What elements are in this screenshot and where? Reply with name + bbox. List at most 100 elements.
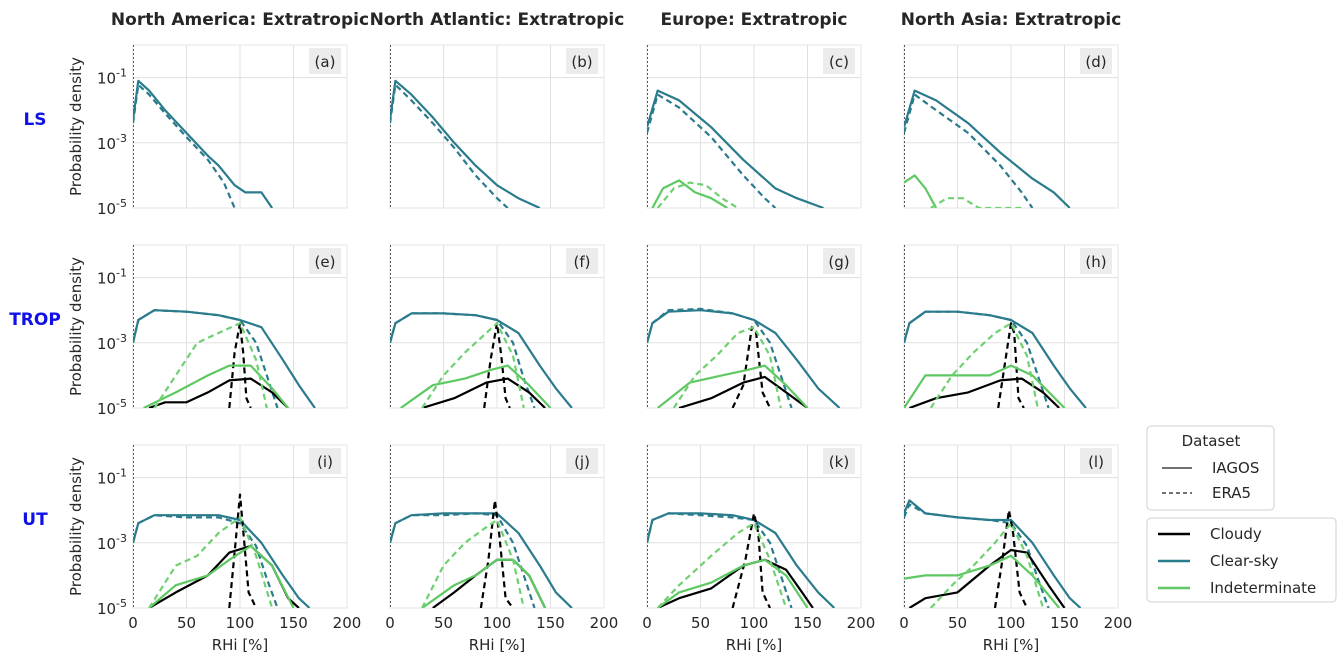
series-line-cloudy-era5 <box>228 322 252 408</box>
series-line-cloudy-era5 <box>731 512 771 608</box>
panel-tag-box <box>1080 248 1112 274</box>
series-group <box>390 312 573 408</box>
panel: (f) <box>389 244 605 409</box>
x-tick-label: 200 <box>1104 614 1133 632</box>
panel-frame <box>132 244 348 409</box>
panel-tag: (d) <box>1085 53 1106 71</box>
panel: (i) 10-1 10-3 10-5 Probability density 0 50 100… <box>67 444 362 654</box>
series-group <box>904 310 1087 408</box>
panel: (l) 0 50 100 150 200 RHi [%] <box>899 444 1133 654</box>
x-tick-label: 50 <box>434 614 453 632</box>
y-tick-label: 10-5 <box>97 397 127 418</box>
series-group <box>133 309 316 408</box>
panel: (j) 0 50 100 150 200 RHi [%] <box>385 444 618 654</box>
column-title: Europe: Extratropic <box>660 10 847 30</box>
y-tick-label: 10-3 <box>97 332 127 353</box>
panel-grid: (a) 10-1 10-3 10-5 Probability density (b) (c)… <box>67 44 1133 654</box>
legend-dataset-title: Dataset <box>1182 432 1241 450</box>
x-tick-label: 150 <box>793 614 822 632</box>
panel-tag-box <box>309 48 341 74</box>
column-title: North Atlantic: Extratropic <box>370 10 625 30</box>
series-line-indeterminate-era5 <box>929 522 1045 608</box>
panel-tag-box <box>823 448 855 474</box>
panel-tag-box <box>566 48 598 74</box>
panel-tag-box <box>823 48 855 74</box>
x-tick-label: 150 <box>1050 614 1079 632</box>
series-line-clear-sky-era5 <box>133 83 236 208</box>
series-group <box>390 79 541 208</box>
series-line-clear-sky-era5 <box>647 512 793 608</box>
series-line-cloudy-iagos <box>421 377 546 408</box>
row-labels: LS TROP UT <box>9 110 61 530</box>
series-line-indeterminate-era5 <box>930 197 1022 208</box>
panel-frame <box>132 44 348 209</box>
panel-tag-box <box>1080 48 1112 74</box>
legend-class-box <box>1146 517 1337 603</box>
panel-frame <box>646 444 862 609</box>
series-line-clear-sky-era5 <box>390 83 509 208</box>
series-line-clear-sky-era5 <box>133 514 279 608</box>
y-tick-label: 10-3 <box>97 532 127 553</box>
panel-tag: (e) <box>315 253 336 271</box>
panel-tag: (h) <box>1085 253 1106 271</box>
y-tick-label: 10-1 <box>97 67 127 88</box>
y-tick-label: 10-1 <box>97 467 127 488</box>
panel-tag-box <box>309 248 341 274</box>
series-line-indeterminate-era5 <box>148 516 274 608</box>
y-tick-label: 10-5 <box>97 597 127 618</box>
x-tick-label: 50 <box>177 614 196 632</box>
x-axis-label: RHi [%] <box>212 636 269 654</box>
column-titles: North America: Extratropic North Atlantic… <box>111 10 1121 30</box>
panel-tag-box <box>566 248 598 274</box>
series-line-indeterminate-era5 <box>153 322 268 408</box>
panel-tag: (l) <box>1088 453 1104 471</box>
panel-tag-box <box>309 448 341 474</box>
row-label: LS <box>23 110 46 130</box>
series-line-indeterminate-iagos <box>148 544 295 608</box>
panel: (k) 0 50 100 150 200 RHi [%] <box>642 444 875 654</box>
panel-tag: (j) <box>574 453 590 471</box>
series-line-clear-sky-iagos <box>904 89 1071 208</box>
legend-indeterminate-label: Indeterminate <box>1210 579 1316 597</box>
series-line-indeterminate-iagos <box>143 364 289 408</box>
series-line-indeterminate-era5 <box>421 518 525 608</box>
x-tick-label: 0 <box>642 614 652 632</box>
series-line-indeterminate-iagos <box>400 364 552 408</box>
series-line-indeterminate-era5 <box>656 522 788 608</box>
y-tick-label: 10-3 <box>97 132 127 153</box>
column-title: North Asia: Extratropic <box>901 10 1122 30</box>
series-group <box>647 89 824 208</box>
panel: (c) <box>646 44 862 209</box>
panel-frame <box>903 244 1119 409</box>
series-line-clear-sky-era5 <box>904 503 1050 608</box>
series-line-indeterminate-iagos <box>651 179 728 208</box>
x-tick-label: 100 <box>483 614 512 632</box>
legend-cloudy-label: Cloudy <box>1210 525 1262 543</box>
y-axis-label: Probability density <box>67 257 85 396</box>
x-axis-label: RHi [%] <box>726 636 783 654</box>
panel-frame <box>389 244 605 409</box>
series-group <box>647 307 841 408</box>
row-label: TROP <box>9 310 61 330</box>
panel: (e) 10-1 10-3 10-5 Probability density <box>67 244 348 418</box>
series-line-indeterminate-iagos <box>904 174 938 208</box>
series-line-cloudy-iagos <box>148 377 289 408</box>
x-axis-label: RHi [%] <box>469 636 526 654</box>
series-line-cloudy-iagos <box>678 375 809 408</box>
panel-tag-box <box>566 448 598 474</box>
x-tick-label: 200 <box>333 614 362 632</box>
y-tick-label: 10-5 <box>97 197 127 218</box>
panel-tag: (c) <box>829 53 849 71</box>
legend-clear-sky-label: Clear-sky <box>1210 552 1279 570</box>
x-tick-label: 100 <box>226 614 255 632</box>
panel-tag: (g) <box>828 253 849 271</box>
legend: Dataset IAGOS ERA5 Cloudy Clear-sky Inde… <box>1146 425 1337 603</box>
series-line-cloudy-era5 <box>731 326 771 408</box>
panel-tag-box <box>823 248 855 274</box>
series-line-indeterminate-iagos <box>421 558 547 608</box>
series-line-clear-sky-iagos <box>647 89 824 208</box>
series-line-cloudy-era5 <box>993 509 1028 608</box>
legend-era5-label: ERA5 <box>1212 484 1251 502</box>
series-group <box>904 499 1082 608</box>
